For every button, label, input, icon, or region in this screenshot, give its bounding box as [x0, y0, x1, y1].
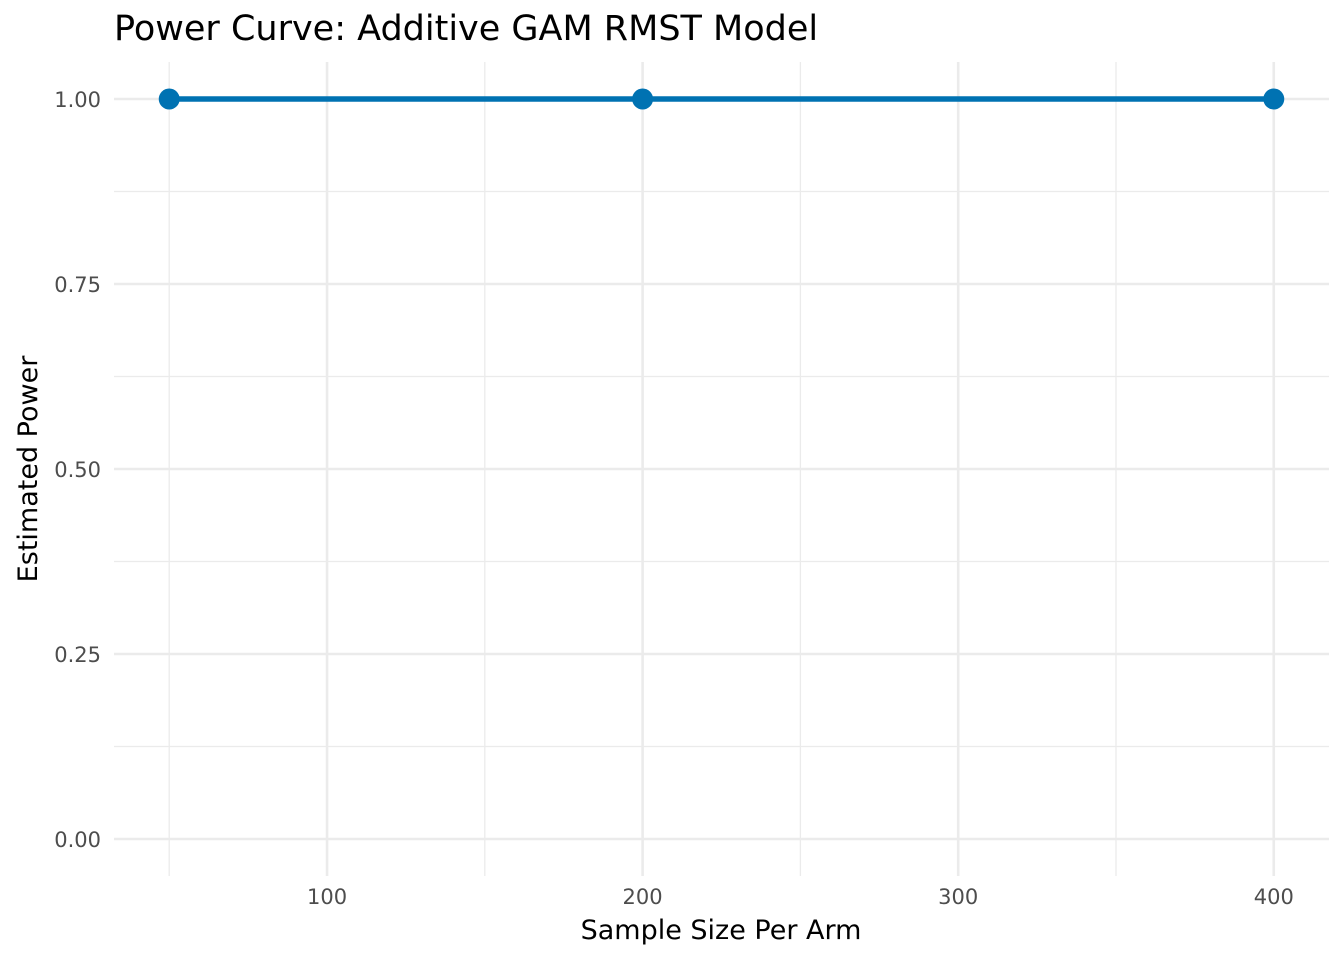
- series-layer: [158, 88, 1285, 110]
- data-point: [158, 88, 180, 110]
- data-point: [1263, 88, 1285, 110]
- x-tick-label: 300: [938, 885, 978, 909]
- x-axis-ticks: 100 200 300 400: [307, 885, 1294, 909]
- y-tick-label: 1.00: [54, 88, 101, 112]
- y-axis-title: Estimated Power: [13, 355, 44, 583]
- y-axis-ticks: 0.00 0.25 0.50 0.75 1.00: [54, 88, 101, 852]
- y-tick-label: 0.00: [54, 828, 101, 852]
- data-point: [632, 88, 654, 110]
- y-tick-label: 0.75: [54, 273, 101, 297]
- x-tick-label: 400: [1254, 885, 1294, 909]
- major-gridlines: [114, 62, 1329, 876]
- chart-title: Power Curve: Additive GAM RMST Model: [114, 9, 818, 49]
- y-tick-label: 0.25: [54, 643, 101, 667]
- x-tick-label: 200: [623, 885, 663, 909]
- minor-gridlines: [114, 62, 1329, 876]
- x-axis-title: Sample Size Per Arm: [581, 915, 862, 946]
- y-tick-label: 0.50: [54, 458, 101, 482]
- x-tick-label: 100: [307, 885, 347, 909]
